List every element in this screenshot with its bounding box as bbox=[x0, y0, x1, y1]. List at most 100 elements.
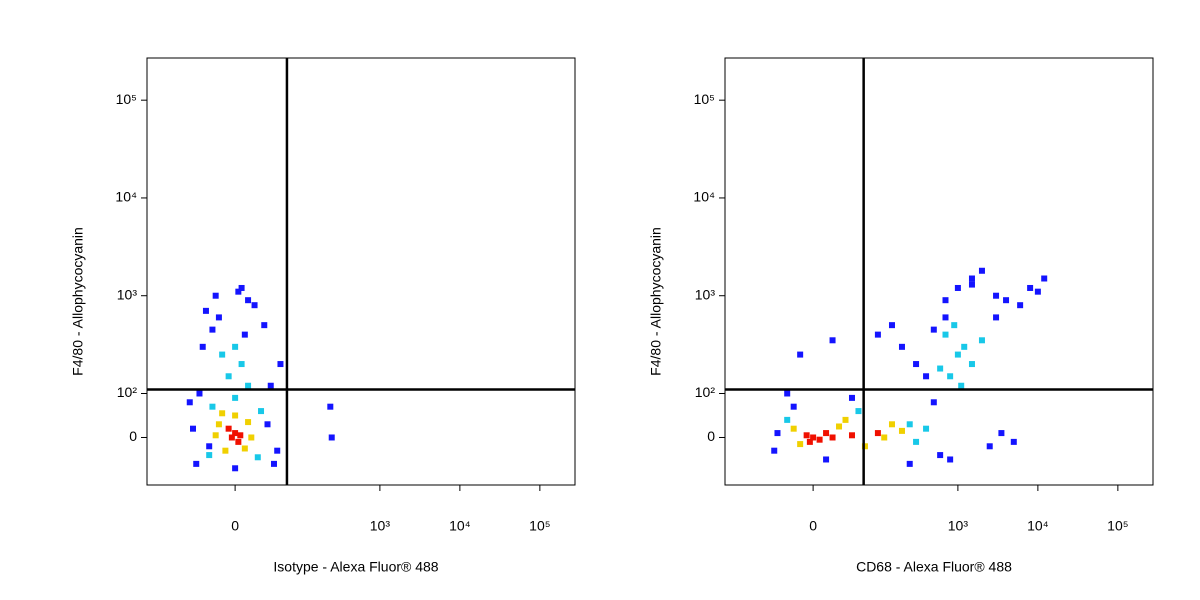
point bbox=[806, 438, 813, 445]
point bbox=[774, 430, 781, 437]
point bbox=[186, 399, 193, 406]
point bbox=[251, 302, 258, 309]
point bbox=[930, 399, 937, 406]
point bbox=[968, 275, 975, 282]
point bbox=[993, 314, 1000, 321]
point bbox=[930, 326, 937, 333]
point bbox=[206, 443, 213, 450]
x-tick-label: 0 bbox=[231, 518, 239, 534]
point bbox=[771, 447, 778, 454]
point bbox=[968, 361, 975, 368]
point bbox=[803, 432, 810, 439]
point bbox=[237, 432, 244, 439]
y-tick-label: 10³ bbox=[117, 286, 138, 302]
point bbox=[888, 322, 895, 329]
point bbox=[277, 361, 284, 368]
point bbox=[193, 460, 200, 467]
x-tick-label: 10³ bbox=[370, 518, 391, 534]
point bbox=[954, 351, 961, 358]
point bbox=[810, 434, 817, 441]
point bbox=[874, 430, 881, 437]
point bbox=[942, 331, 949, 338]
point bbox=[942, 314, 949, 321]
point bbox=[202, 307, 209, 314]
point bbox=[232, 394, 239, 401]
point bbox=[274, 447, 281, 454]
point bbox=[212, 292, 219, 299]
point bbox=[942, 297, 949, 304]
point bbox=[881, 434, 888, 441]
point bbox=[816, 436, 823, 443]
y-axis-label: F4/80 - Allophycocyanin bbox=[70, 227, 86, 376]
point bbox=[232, 412, 239, 419]
point bbox=[219, 410, 226, 417]
y-axis-label: F4/80 - Allophycocyanin bbox=[648, 227, 664, 376]
point bbox=[888, 421, 895, 428]
point bbox=[937, 452, 944, 459]
y-tick-label: 10³ bbox=[695, 286, 716, 302]
y-tick-label: 10⁴ bbox=[693, 189, 715, 205]
point bbox=[861, 443, 868, 450]
point bbox=[874, 331, 881, 338]
point bbox=[958, 382, 965, 389]
point bbox=[829, 434, 836, 441]
point bbox=[1034, 288, 1041, 295]
point bbox=[961, 343, 968, 350]
point bbox=[232, 465, 239, 472]
y-tick-label: 0 bbox=[707, 428, 715, 444]
point bbox=[245, 382, 252, 389]
point bbox=[215, 421, 222, 428]
point bbox=[225, 373, 232, 380]
point bbox=[913, 438, 920, 445]
point bbox=[264, 421, 271, 428]
point bbox=[327, 403, 334, 410]
point bbox=[968, 281, 975, 288]
point bbox=[1041, 275, 1048, 282]
point bbox=[986, 443, 993, 450]
point bbox=[267, 382, 274, 389]
point bbox=[245, 419, 252, 426]
point bbox=[836, 423, 843, 430]
point bbox=[189, 425, 196, 432]
point bbox=[254, 454, 261, 461]
point bbox=[823, 430, 830, 437]
point bbox=[790, 403, 797, 410]
y-tick-label: 0 bbox=[129, 428, 137, 444]
point bbox=[228, 434, 235, 441]
point bbox=[219, 351, 226, 358]
point bbox=[951, 322, 958, 329]
point bbox=[998, 430, 1005, 437]
point bbox=[235, 438, 242, 445]
y-tick-label: 10⁵ bbox=[694, 91, 715, 107]
point bbox=[848, 432, 855, 439]
x-axis-label: Isotype - Alexa Fluor® 488 bbox=[273, 559, 438, 575]
point bbox=[328, 434, 335, 441]
point bbox=[923, 425, 930, 432]
point bbox=[238, 361, 245, 368]
point bbox=[199, 343, 206, 350]
point bbox=[954, 284, 961, 291]
point bbox=[978, 337, 985, 344]
point bbox=[784, 390, 791, 397]
plot-frame bbox=[146, 57, 576, 486]
plot-frame bbox=[724, 57, 1154, 486]
x-tick-label: 10⁴ bbox=[1027, 518, 1049, 534]
y-tick-label: 10² bbox=[117, 384, 138, 400]
point bbox=[215, 314, 222, 321]
point bbox=[848, 394, 855, 401]
point bbox=[196, 390, 203, 397]
point bbox=[1010, 438, 1017, 445]
x-tick-label: 10⁵ bbox=[529, 518, 550, 534]
point bbox=[913, 361, 920, 368]
point bbox=[225, 425, 232, 432]
x-tick-label: 10⁵ bbox=[1107, 518, 1128, 534]
point bbox=[1027, 284, 1034, 291]
x-tick-label: 0 bbox=[809, 518, 817, 534]
point bbox=[241, 331, 248, 338]
y-tick-label: 10² bbox=[695, 384, 716, 400]
point bbox=[258, 408, 265, 415]
point bbox=[855, 408, 862, 415]
point bbox=[823, 456, 830, 463]
point bbox=[235, 288, 242, 295]
point bbox=[261, 322, 268, 329]
